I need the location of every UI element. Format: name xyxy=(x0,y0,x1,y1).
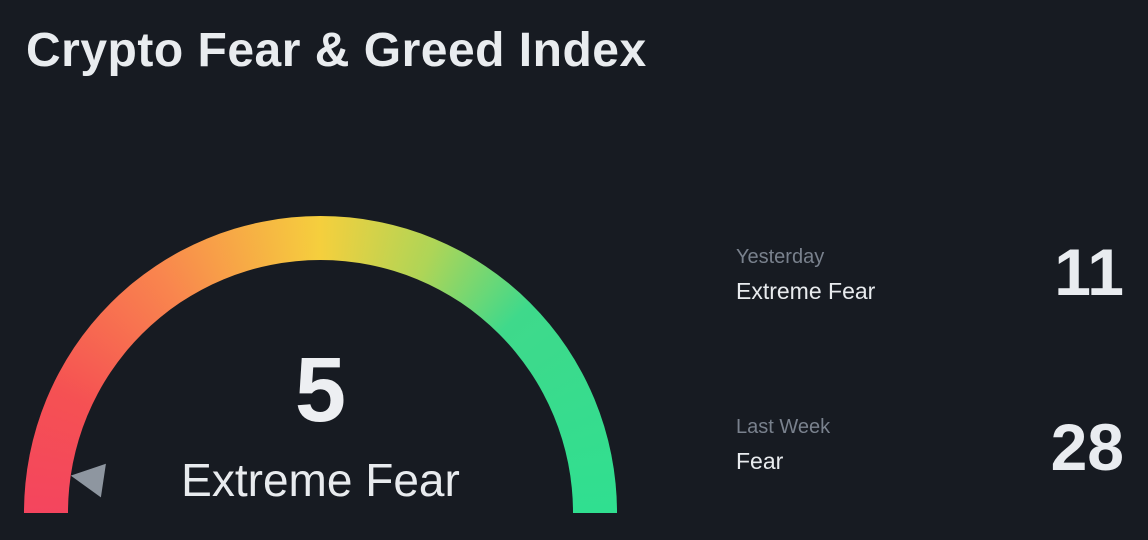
history-period-yesterday: Yesterday xyxy=(736,246,825,268)
gauge-classification: Extreme Fear xyxy=(181,454,460,506)
history-classification-last-week: Fear xyxy=(736,448,784,474)
gauge-value: 5 xyxy=(294,339,347,441)
history-period-last-week: Last Week xyxy=(736,416,831,438)
page-title: Crypto Fear & Greed Index xyxy=(26,24,647,77)
history-classification-yesterday: Extreme Fear xyxy=(736,278,876,304)
history-value-last-week: 28 xyxy=(1050,410,1124,484)
history-value-yesterday: 11 xyxy=(1054,235,1124,309)
